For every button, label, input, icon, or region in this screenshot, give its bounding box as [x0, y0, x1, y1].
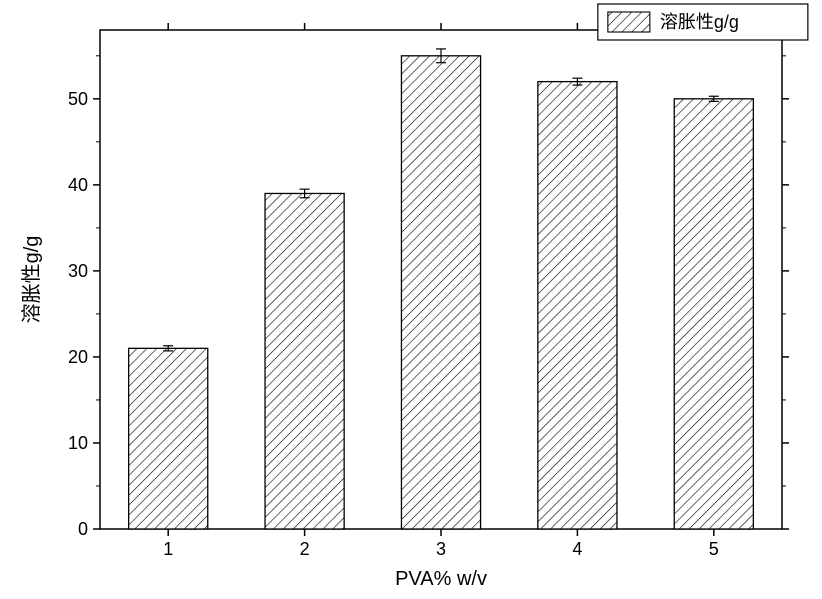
y-tick-label: 0 [78, 519, 88, 539]
legend-swatch [608, 12, 650, 32]
bar [538, 82, 617, 529]
bar [401, 56, 480, 529]
x-tick-label: 2 [300, 539, 310, 559]
y-tick-label: 10 [68, 433, 88, 453]
y-tick-label: 50 [68, 89, 88, 109]
bar-chart: 0 10 20 30 40 50 1 2 3 4 5 PVA% w/v 溶胀性g/g 溶胀性g/g [0, 0, 822, 599]
x-tick-label: 4 [572, 539, 582, 559]
legend-label: 溶胀性g/g [660, 12, 739, 32]
y-axis-label: 溶胀性g/g [20, 236, 43, 324]
bar [674, 99, 753, 529]
x-tick-label: 5 [709, 539, 719, 559]
bar [265, 193, 344, 529]
y-tick-label: 30 [68, 261, 88, 281]
y-tick-label: 20 [68, 347, 88, 367]
x-axis-label: PVA% w/v [395, 568, 487, 590]
bar [129, 348, 208, 529]
x-tick-label: 3 [436, 539, 446, 559]
x-tick-label: 1 [163, 539, 173, 559]
y-tick-label: 40 [68, 175, 88, 195]
chart-svg: 0 10 20 30 40 50 1 2 3 4 5 PVA% w/v 溶胀性g/g 溶胀性g/g [0, 0, 822, 599]
